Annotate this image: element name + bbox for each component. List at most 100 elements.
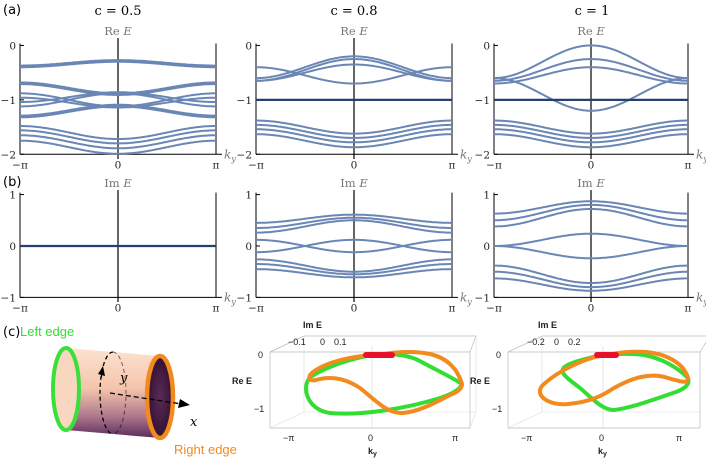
right-edge-ring xyxy=(144,353,176,441)
im-tick-1c: 0.1 xyxy=(334,337,347,347)
y-tick-label: −1 xyxy=(237,292,252,304)
y-tick-label: 0 xyxy=(9,40,16,52)
x-tick-label: π xyxy=(685,159,692,171)
x-axis-dashed xyxy=(109,392,183,405)
y-tick-label: −2 xyxy=(1,149,16,161)
x-axis-title: ky xyxy=(224,147,236,163)
band-series-8 xyxy=(20,96,216,109)
x-tick-label: 0 xyxy=(588,159,595,171)
y-tick-label: −2 xyxy=(475,149,490,161)
x-tick-label: −π xyxy=(486,159,502,171)
left-edge-curve-1 xyxy=(304,352,464,416)
y-axis-title: Re E xyxy=(340,24,368,38)
panel-label-b: (b) xyxy=(3,175,21,190)
band-series-4 xyxy=(20,83,216,96)
band-series-14 xyxy=(20,139,216,155)
band-plot-b-1: 1 0 −1−π 0 π Im E ky xyxy=(1,176,237,314)
band-series-7 xyxy=(494,123,688,140)
y-loop-front xyxy=(99,351,114,435)
y-tick-label: −1 xyxy=(1,95,16,107)
y-tick-label: −1 xyxy=(475,95,490,107)
x-tick-label: 0 xyxy=(588,302,595,314)
band-series-1 xyxy=(256,219,452,234)
band-plot-a-3: 0 −1 −2−π 0 π Re E ky xyxy=(475,24,706,171)
im-tick-1a: −0.1 xyxy=(288,337,306,347)
band-series-2 xyxy=(20,60,216,69)
x-axis-label: x xyxy=(190,415,198,430)
re-axis-label-1: Re E xyxy=(232,376,252,386)
band-series-2 xyxy=(256,216,452,229)
band-series-4 xyxy=(256,238,452,254)
band-series-3 xyxy=(256,63,452,82)
y-loop-back xyxy=(112,351,127,435)
k-tick-2a: −π xyxy=(521,433,532,443)
im-axis-label-2: Im E xyxy=(538,320,557,330)
im-axis-label-1: Im E xyxy=(303,320,322,330)
x-tick-label: −π xyxy=(486,302,502,314)
column-title-1: c = 0.5 xyxy=(94,4,141,19)
band-plot-a-2: 0 −1 −2−π 0 π Re E ky xyxy=(237,24,473,171)
band-series-13 xyxy=(20,134,216,150)
band-series-12 xyxy=(20,129,216,145)
band-series-10 xyxy=(20,105,216,119)
column-title-2: c = 0.8 xyxy=(330,4,377,19)
band-series-4 xyxy=(494,77,688,112)
y-tick-label: 1 xyxy=(245,190,252,202)
band-series-5 xyxy=(256,238,452,254)
x-arrow-icon xyxy=(178,399,190,408)
x-axis-title: ky xyxy=(696,147,706,163)
band-series-1 xyxy=(20,59,216,67)
band-series-8 xyxy=(255,128,453,144)
k-axis-label-1: ky xyxy=(368,446,377,458)
band-series-7 xyxy=(256,123,452,140)
x-tick-label: π xyxy=(685,302,692,314)
band-series-6 xyxy=(20,92,216,108)
band-plot-b-3: 1 0 −1−π 0 π Im E ky xyxy=(475,176,706,314)
re-axis-label-2: Re E xyxy=(470,376,490,386)
band-series-1 xyxy=(256,55,452,80)
band-series-6 xyxy=(256,119,452,135)
panel-label-c: (c) xyxy=(3,325,20,340)
y-tick-label: 0 xyxy=(483,241,490,253)
x-tick-label: π xyxy=(449,302,456,314)
band-series-4 xyxy=(494,232,688,247)
band-plot-b-2: 1 0 −1−π 0 π Im E ky xyxy=(237,176,473,314)
y-axis-title: Im E xyxy=(577,176,605,190)
y-tick-label: −2 xyxy=(237,149,252,161)
k-tick-1a: −π xyxy=(283,433,294,443)
x-tick-label: −π xyxy=(12,302,28,314)
x-tick-label: −π xyxy=(12,159,28,171)
band-series-6 xyxy=(256,258,452,273)
right-edge-label: Right edge xyxy=(174,442,237,457)
band-series-8 xyxy=(494,277,688,292)
y-axis-title: Im E xyxy=(104,176,132,190)
x-tick-label: 0 xyxy=(351,159,358,171)
band-series-8 xyxy=(493,128,689,144)
band-series-8 xyxy=(256,268,452,279)
band-series-1 xyxy=(493,208,689,228)
panel-label-a: (a) xyxy=(3,3,21,18)
x-tick-label: −π xyxy=(248,302,264,314)
band-series-3 xyxy=(256,213,452,224)
x-axis-title: ky xyxy=(224,290,236,306)
band-series-7 xyxy=(256,263,452,276)
im-tick-1b: 0 xyxy=(320,337,325,347)
re-tick-1a: 0 xyxy=(258,350,263,360)
y-tick-label: 0 xyxy=(245,241,252,253)
y-tick-label: 0 xyxy=(9,241,16,253)
band-series-7 xyxy=(494,270,688,289)
band-series-9 xyxy=(493,133,689,149)
y-tick-label: −1 xyxy=(475,292,490,304)
re-tick-2b: −1 xyxy=(492,404,502,414)
band-series-2 xyxy=(494,203,688,222)
k-tick-2b: 0 xyxy=(599,433,604,443)
band-series-6 xyxy=(494,119,688,135)
band-series-5 xyxy=(494,245,688,260)
band-series-4 xyxy=(256,66,452,85)
im-tick-2b: 0 xyxy=(554,337,559,347)
left-edge-ring xyxy=(51,346,81,432)
cylinder-illustration: y x Left edge Right edge xyxy=(20,324,237,457)
band-series-9 xyxy=(255,133,453,149)
band-series-2 xyxy=(256,57,452,82)
